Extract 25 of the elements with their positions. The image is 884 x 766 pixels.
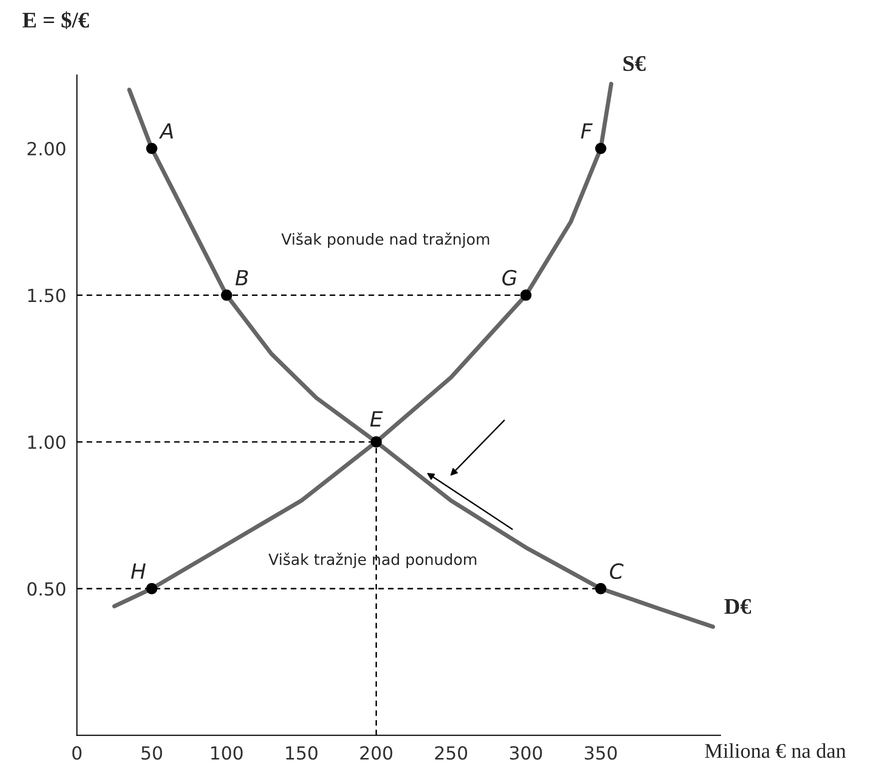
annotation: G (502, 270, 517, 286)
y-tick-label: 0.50 (27, 582, 66, 596)
y-tick-label: 2.00 (28, 142, 66, 156)
series-label: S€ (624, 56, 646, 72)
x-tick-label: 350 (584, 746, 617, 760)
x-tick-label: 150 (286, 746, 318, 760)
x-tick-label: 200 (360, 746, 392, 760)
annotation: A (158, 123, 173, 139)
y-tick-label: 1.50 (28, 288, 66, 302)
x-tick-label: 300 (510, 746, 542, 760)
y-tick-label: 1.00 (28, 435, 66, 450)
annotation: Višak ponude nad tražnjom (281, 232, 490, 248)
annotation: B (235, 270, 248, 286)
y-axis-title: E = $/€ (22, 11, 89, 30)
x-tick-label: 100 (211, 746, 243, 760)
annotation: F (580, 123, 593, 139)
x-tick-label: 50 (142, 746, 162, 760)
x-axis-title: Miliona € na dan (704, 743, 846, 758)
x-tick-label: 0 (72, 746, 82, 760)
x-tick-label: 250 (435, 746, 468, 760)
annotation: H (131, 564, 146, 579)
series-label: D€ (724, 598, 751, 614)
annotation: E (370, 411, 383, 426)
annotation: Višak tražnje nad ponudom (268, 552, 476, 568)
annotation: C (610, 563, 624, 580)
